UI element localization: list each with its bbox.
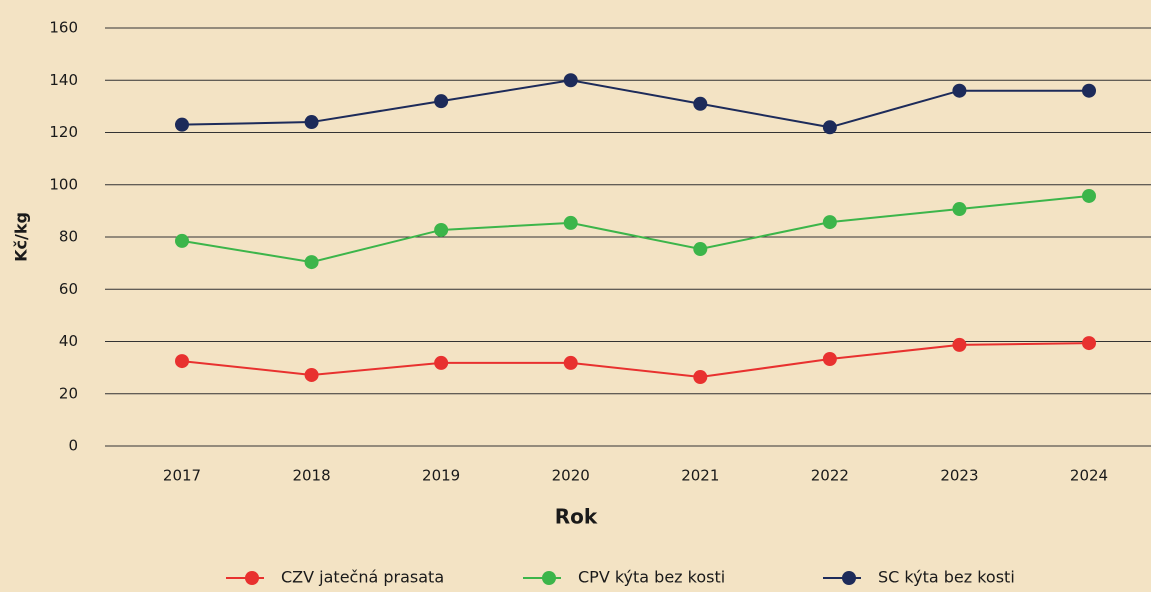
- data-point: [1082, 336, 1096, 351]
- data-point: [434, 222, 449, 237]
- data-point: [693, 370, 708, 385]
- data-point: [434, 94, 449, 109]
- y-tick-label: 100: [49, 175, 78, 193]
- x-tick-label: 2022: [811, 467, 849, 485]
- data-point: [175, 354, 189, 369]
- data-point: [952, 202, 967, 217]
- data-point: [693, 242, 708, 257]
- legend-marker: [245, 571, 259, 585]
- y-tick-label: 160: [49, 19, 78, 37]
- data-point: [693, 96, 708, 111]
- y-axis-label: Kč/kg: [12, 212, 31, 262]
- x-tick-label: 2020: [552, 467, 590, 485]
- x-tick-label: 2021: [681, 467, 719, 485]
- data-point: [563, 215, 578, 230]
- y-tick-label: 40: [59, 332, 78, 350]
- x-tick-label: 2017: [163, 467, 201, 485]
- series-line: [181, 79, 1089, 129]
- legend-label: CPV kýta bez kosti: [578, 568, 725, 587]
- legend-marker: [542, 571, 556, 585]
- data-point: [1082, 83, 1096, 98]
- data-point: [304, 367, 319, 382]
- data-point: [175, 233, 189, 248]
- y-tick-label: 80: [59, 228, 78, 246]
- x-axis-label: Rok: [555, 505, 598, 529]
- data-point: [434, 355, 449, 370]
- data-point: [175, 117, 189, 132]
- data-point: [563, 73, 578, 88]
- y-tick-label: 140: [49, 71, 78, 89]
- y-tick-label: 20: [59, 384, 78, 402]
- x-tick-label: 2018: [292, 467, 330, 485]
- data-point: [304, 115, 319, 130]
- series-line: [181, 342, 1090, 379]
- data-point: [563, 355, 578, 370]
- y-tick-label: 60: [59, 280, 78, 298]
- y-tick-label: 0: [68, 437, 78, 455]
- x-tick-label: 2019: [422, 467, 460, 485]
- legend-label: CZV jatečná prasata: [281, 568, 444, 587]
- data-point: [952, 337, 967, 352]
- x-tick-label: 2024: [1070, 467, 1108, 485]
- legend-label: SC kýta bez kosti: [878, 568, 1015, 587]
- data-point: [1082, 188, 1096, 203]
- data-point: [822, 215, 837, 230]
- series-line: [181, 194, 1090, 264]
- data-point: [822, 120, 837, 135]
- data-point: [952, 83, 967, 98]
- x-tick-label: 2023: [940, 467, 978, 485]
- y-tick-label: 120: [49, 123, 78, 141]
- data-point: [304, 255, 319, 270]
- legend-marker: [842, 571, 856, 585]
- data-point: [822, 352, 837, 367]
